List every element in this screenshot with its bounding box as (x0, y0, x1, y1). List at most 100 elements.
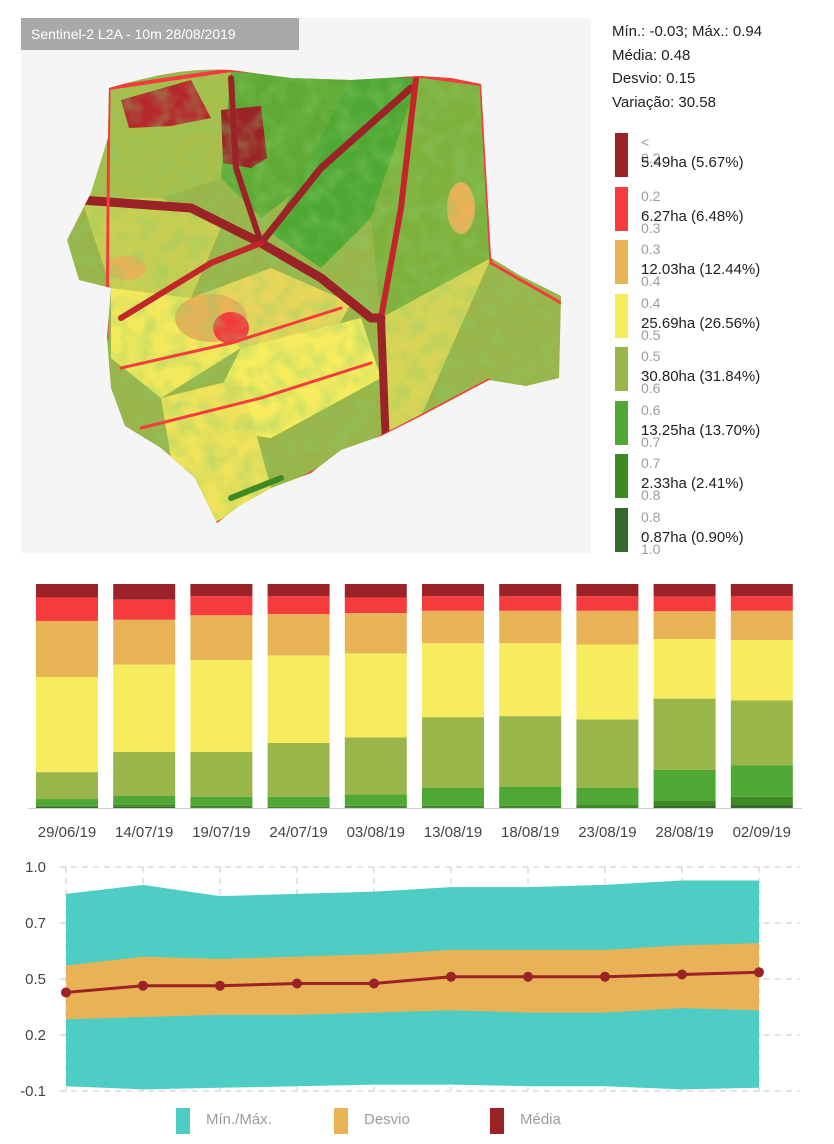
bar-segment[interactable] (190, 584, 253, 597)
bar-segment[interactable] (267, 743, 330, 797)
bar-segment[interactable] (422, 596, 484, 611)
bar-segment[interactable] (344, 584, 407, 598)
media-point[interactable] (215, 980, 225, 991)
bar-segment[interactable] (730, 610, 793, 640)
bar-segment[interactable] (344, 805, 407, 808)
map-image-label: Sentinel-2 L2A - 10m 28/08/2019 (21, 18, 299, 50)
bar-segment[interactable] (499, 807, 562, 808)
bar-segment[interactable] (190, 796, 253, 806)
bar-segment[interactable] (576, 787, 639, 805)
bar-segment[interactable] (36, 772, 98, 800)
bar-segment[interactable] (267, 806, 330, 808)
bar-segment[interactable] (113, 619, 176, 665)
bar-segment[interactable] (190, 660, 253, 752)
bar-segment[interactable] (113, 795, 176, 805)
bar-segment[interactable] (499, 716, 562, 787)
bar-segment[interactable] (190, 596, 253, 616)
bar-segment[interactable] (344, 737, 407, 795)
bar-segment[interactable] (653, 596, 716, 612)
media-point[interactable] (600, 971, 610, 982)
bar-segment[interactable] (190, 805, 253, 808)
legend-swatch (615, 293, 628, 338)
x-tick-label: 02/09/19 (733, 824, 791, 841)
media-point[interactable] (292, 978, 302, 989)
legend-range: < 0.2 (641, 134, 661, 166)
bar-segment[interactable] (653, 639, 716, 699)
bar-segment[interactable] (113, 584, 176, 600)
bar-segment[interactable] (422, 643, 484, 718)
bar-segment[interactable] (499, 584, 562, 597)
bar-segment[interactable] (36, 620, 98, 677)
bar-segment[interactable] (730, 584, 793, 597)
media-line[interactable] (65, 970, 760, 994)
bar-segment[interactable] (36, 597, 98, 621)
bar-segment[interactable] (422, 717, 484, 788)
bar-segment[interactable] (190, 752, 253, 797)
bar-segment[interactable] (576, 584, 639, 597)
media-point[interactable] (446, 971, 456, 982)
bar-segment[interactable] (267, 655, 330, 744)
bar-segment[interactable] (344, 613, 407, 654)
bar-segment[interactable] (576, 644, 639, 720)
bar-segment[interactable] (113, 752, 176, 796)
bar-segment[interactable] (576, 804, 639, 808)
bar-segment[interactable] (190, 807, 253, 808)
bar-segment[interactable] (730, 596, 793, 611)
media-point[interactable] (61, 987, 71, 998)
bar-segment[interactable] (190, 615, 253, 661)
bar-segment[interactable] (576, 719, 639, 788)
bar-segment[interactable] (113, 664, 176, 752)
bar-segment[interactable] (576, 596, 639, 611)
bar-segment[interactable] (422, 787, 484, 806)
bar-segment[interactable] (730, 796, 793, 805)
legend-swatch (615, 347, 628, 391)
bar-segment[interactable] (344, 597, 407, 614)
media-point[interactable] (754, 967, 764, 978)
bar-segment[interactable] (422, 584, 484, 597)
bar-segment[interactable] (422, 807, 484, 808)
bar-segment[interactable] (267, 796, 330, 807)
bar-segment[interactable] (653, 805, 716, 808)
ndvi-trend-chart: 1.0 0.7 0.5 0.2 -0.1 (20, 859, 800, 1100)
bar-segment[interactable] (422, 805, 484, 808)
media-point[interactable] (523, 971, 533, 982)
bar-segment[interactable] (344, 653, 407, 738)
legend-range: 0.5 - 0.6 (641, 348, 661, 396)
bar-segment[interactable] (499, 786, 562, 806)
bar-segment[interactable] (36, 806, 98, 808)
bar-segment[interactable] (344, 794, 407, 806)
bar-segment[interactable] (499, 643, 562, 717)
bar-segment[interactable] (653, 698, 716, 770)
bar-segment[interactable] (653, 800, 716, 806)
bar-segment[interactable] (730, 640, 793, 701)
bar-segment[interactable] (113, 599, 176, 620)
legend-swatch (615, 454, 628, 498)
bar-segment[interactable] (36, 805, 98, 807)
bar-segment[interactable] (267, 596, 330, 615)
bar-segment[interactable] (113, 806, 176, 808)
bar-segment[interactable] (730, 765, 793, 797)
bar-segment[interactable] (499, 610, 562, 644)
bar-segment[interactable] (499, 596, 562, 611)
bar-segment[interactable] (36, 584, 98, 598)
legend-range: 0.8 - 1.0 (641, 508, 661, 557)
bar-segment[interactable] (730, 804, 793, 808)
bar-segment[interactable] (344, 807, 407, 808)
bar-segment[interactable] (730, 700, 793, 766)
media-point[interactable] (138, 980, 148, 991)
media-point[interactable] (369, 978, 379, 989)
stat-mean: Média: 0.48 (612, 46, 691, 64)
bar-segment[interactable] (576, 610, 639, 645)
bar-segment[interactable] (653, 584, 716, 597)
bar-segment[interactable] (422, 610, 484, 644)
bar-segment[interactable] (36, 799, 98, 806)
bar-segment[interactable] (267, 584, 330, 597)
media-point[interactable] (677, 969, 687, 980)
ndvi-map[interactable]: Sentinel-2 L2A - 10m 28/08/2019 (21, 18, 591, 553)
bar-segment[interactable] (36, 676, 98, 773)
bar-segment[interactable] (113, 804, 176, 807)
bar-segment[interactable] (267, 614, 330, 656)
bar-segment[interactable] (653, 611, 716, 640)
bar-segment[interactable] (499, 805, 562, 808)
bar-segment[interactable] (653, 769, 716, 801)
